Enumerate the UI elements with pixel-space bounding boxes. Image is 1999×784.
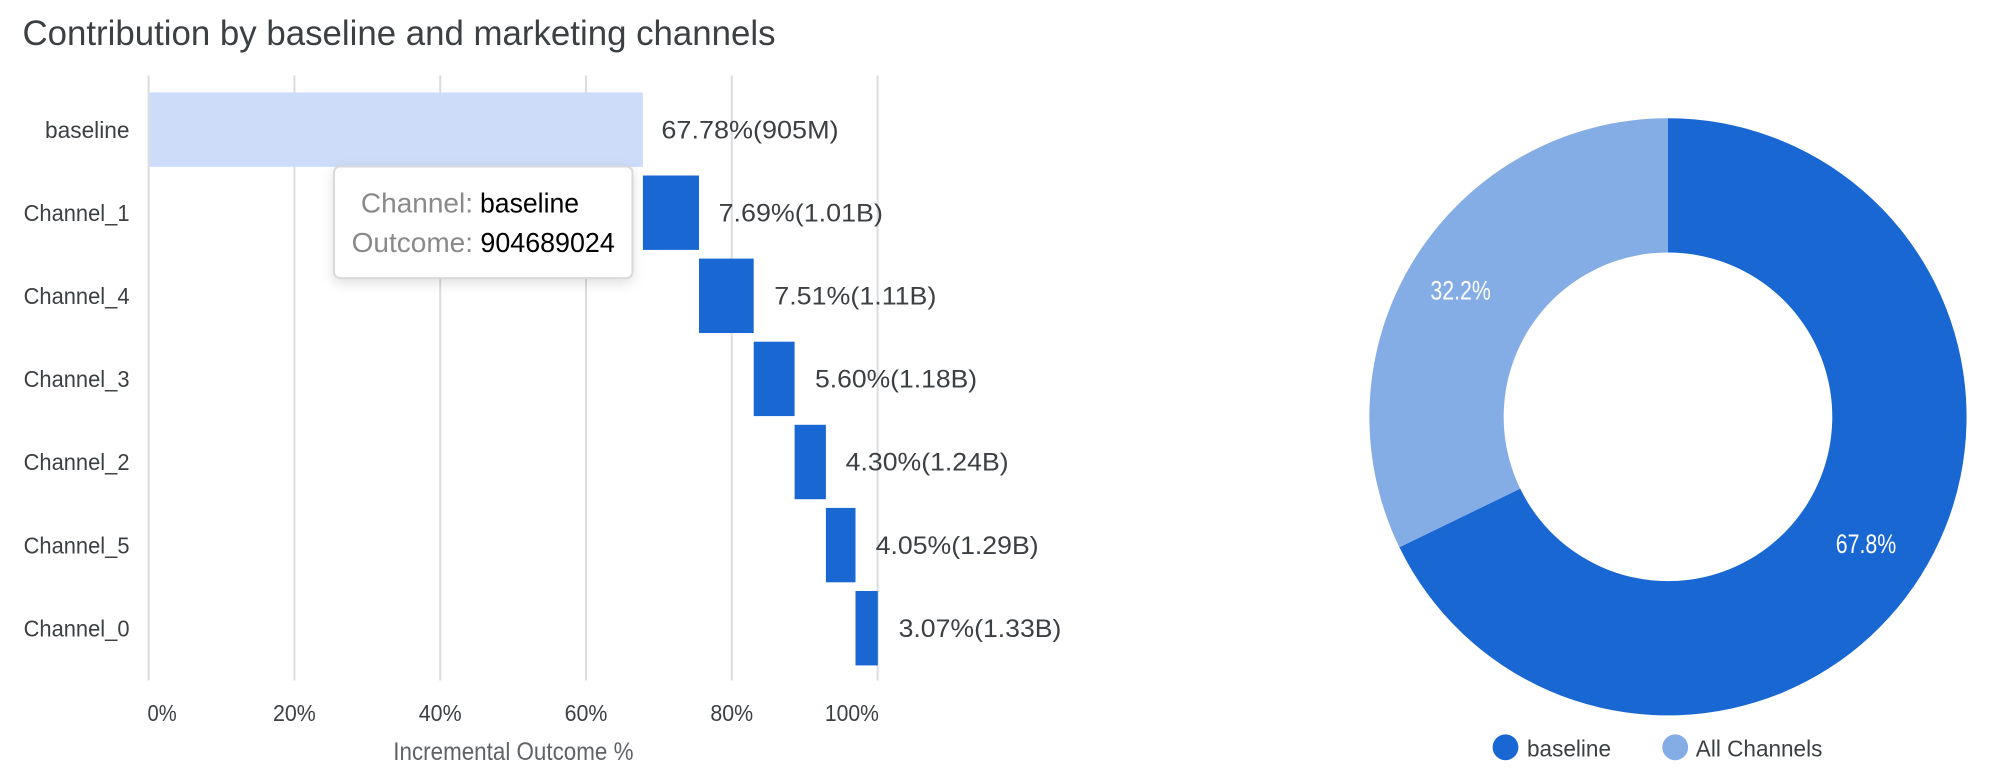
svg-text:5.60%(1.18B): 5.60%(1.18B) — [815, 366, 977, 394]
svg-text:904689024: 904689024 — [480, 227, 614, 258]
svg-text:4.05%(1.29B): 4.05%(1.29B) — [876, 532, 1039, 560]
svg-text:100%: 100% — [825, 700, 879, 726]
svg-text:Channel_3: Channel_3 — [24, 366, 130, 392]
svg-text:67.78%(905M): 67.78%(905M) — [661, 116, 838, 144]
svg-text:Incremental Outcome %: Incremental Outcome % — [393, 738, 633, 766]
svg-text:60%: 60% — [565, 700, 608, 726]
svg-text:Channel_5: Channel_5 — [24, 532, 130, 558]
svg-text:Contribution by baseline and m: Contribution by baseline and marketing c… — [23, 14, 776, 53]
svg-text:Channel_2: Channel_2 — [24, 449, 130, 475]
svg-text:40%: 40% — [419, 700, 462, 726]
svg-text:Channel_4: Channel_4 — [24, 283, 130, 309]
svg-text:3.07%(1.33B): 3.07%(1.33B) — [899, 615, 1062, 643]
svg-text:baseline: baseline — [45, 117, 130, 143]
svg-text:Outcome:: Outcome: — [352, 227, 473, 258]
svg-text:7.51%(1.11B): 7.51%(1.11B) — [774, 283, 936, 311]
svg-text:67.8%: 67.8% — [1836, 529, 1897, 559]
svg-text:All Channels: All Channels — [1696, 736, 1823, 762]
svg-text:0%: 0% — [148, 700, 177, 726]
svg-text:Channel:: Channel: — [361, 187, 473, 218]
svg-text:32.2%: 32.2% — [1430, 276, 1491, 306]
svg-text:7.69%(1.01B): 7.69%(1.01B) — [719, 199, 883, 227]
svg-text:80%: 80% — [710, 700, 753, 726]
svg-text:20%: 20% — [273, 700, 316, 726]
svg-text:Channel_1: Channel_1 — [24, 200, 130, 226]
svg-text:baseline: baseline — [480, 187, 579, 218]
svg-text:4.30%(1.24B): 4.30%(1.24B) — [846, 449, 1009, 477]
svg-text:baseline: baseline — [1527, 736, 1611, 762]
svg-text:Channel_0: Channel_0 — [24, 615, 130, 641]
